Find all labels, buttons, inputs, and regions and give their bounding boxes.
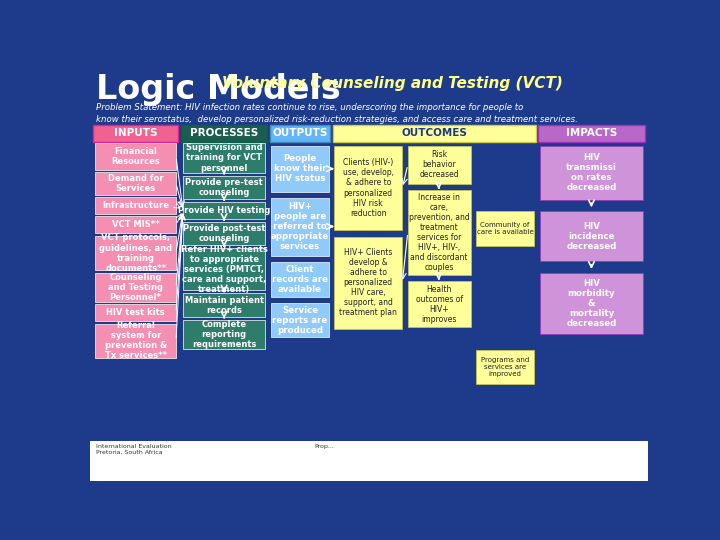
Text: Prop...: Prop... xyxy=(315,444,335,449)
FancyBboxPatch shape xyxy=(183,320,265,349)
Text: IMPACTS: IMPACTS xyxy=(566,129,617,138)
FancyBboxPatch shape xyxy=(333,125,536,142)
Text: Client
records are
available: Client records are available xyxy=(272,265,328,294)
FancyBboxPatch shape xyxy=(540,273,642,334)
FancyBboxPatch shape xyxy=(408,146,471,184)
FancyBboxPatch shape xyxy=(183,176,265,199)
Text: Demand for
Services: Demand for Services xyxy=(108,174,163,193)
FancyBboxPatch shape xyxy=(334,237,402,329)
FancyBboxPatch shape xyxy=(538,125,645,142)
FancyBboxPatch shape xyxy=(183,143,265,173)
Text: OUTCOMES: OUTCOMES xyxy=(401,129,467,138)
Text: Risk
behavior
decreased: Risk behavior decreased xyxy=(419,150,459,179)
Text: Infrastructure: Infrastructure xyxy=(102,201,169,210)
Text: OUTPUTS: OUTPUTS xyxy=(272,129,328,138)
Text: Pretoria, South Africa: Pretoria, South Africa xyxy=(96,450,163,455)
FancyBboxPatch shape xyxy=(96,323,176,358)
Text: Voluntary Counseling and Testing (VCT): Voluntary Counseling and Testing (VCT) xyxy=(222,76,563,91)
Text: Increase in
care,
prevention, and
treatment
services for
HIV+, HIV-,
and discord: Increase in care, prevention, and treatm… xyxy=(409,193,469,272)
Text: VCT MIS**: VCT MIS** xyxy=(112,220,160,230)
Text: Programs and
services are
improved: Programs and services are improved xyxy=(481,357,529,377)
FancyBboxPatch shape xyxy=(183,294,265,316)
FancyBboxPatch shape xyxy=(408,190,471,275)
Text: Supervision and
training for VCT
personnel: Supervision and training for VCT personn… xyxy=(186,144,262,172)
FancyBboxPatch shape xyxy=(181,125,267,142)
FancyBboxPatch shape xyxy=(476,350,534,384)
Bar xyxy=(90,441,648,481)
FancyBboxPatch shape xyxy=(96,304,176,321)
Text: International Evaluation: International Evaluation xyxy=(96,444,172,449)
Text: HIV test kits: HIV test kits xyxy=(107,308,165,317)
FancyBboxPatch shape xyxy=(540,211,642,261)
Text: HIV+
people are
referred to
appropriate
services: HIV+ people are referred to appropriate … xyxy=(271,202,329,252)
Text: HIV
transmissi
on rates
decreased: HIV transmissi on rates decreased xyxy=(566,153,617,192)
FancyBboxPatch shape xyxy=(96,197,176,214)
FancyBboxPatch shape xyxy=(183,248,265,291)
Text: Refer HIV+ clients
to appropriate
services (PMTCT,
care and support,
treatment): Refer HIV+ clients to appropriate servic… xyxy=(181,245,268,294)
FancyBboxPatch shape xyxy=(540,146,642,200)
Text: HIV
morbidity
&
mortality
decreased: HIV morbidity & mortality decreased xyxy=(567,279,616,328)
FancyBboxPatch shape xyxy=(96,143,176,170)
Text: Provide post-test
counseling: Provide post-test counseling xyxy=(183,224,266,243)
FancyBboxPatch shape xyxy=(334,146,402,231)
FancyBboxPatch shape xyxy=(96,217,176,233)
Text: Health
outcomes of
HIV+
improves: Health outcomes of HIV+ improves xyxy=(415,285,463,324)
Text: Provide HIV testing: Provide HIV testing xyxy=(178,206,270,215)
Text: Referral
system for
prevention &
Tx services**: Referral system for prevention & Tx serv… xyxy=(104,321,167,360)
FancyBboxPatch shape xyxy=(96,172,176,195)
Text: Problem Statement: HIV infection rates continue to rise, underscoring the import: Problem Statement: HIV infection rates c… xyxy=(96,103,578,124)
Text: Logic Models: Logic Models xyxy=(96,72,341,105)
FancyBboxPatch shape xyxy=(93,125,179,142)
Text: INPUTS: INPUTS xyxy=(114,129,158,138)
Text: Service
reports are
produced: Service reports are produced xyxy=(272,306,328,335)
Text: Complete
reporting
requirements: Complete reporting requirements xyxy=(192,320,256,349)
Text: Community of
care is available: Community of care is available xyxy=(477,222,534,235)
FancyBboxPatch shape xyxy=(271,146,329,192)
FancyBboxPatch shape xyxy=(96,236,176,271)
FancyBboxPatch shape xyxy=(476,211,534,246)
FancyBboxPatch shape xyxy=(96,273,176,302)
Text: PROCESSES: PROCESSES xyxy=(190,129,258,138)
FancyBboxPatch shape xyxy=(183,222,265,245)
Text: Provide pre-test
counseling: Provide pre-test counseling xyxy=(185,178,263,197)
FancyBboxPatch shape xyxy=(271,303,329,338)
Text: Maintain patient
records: Maintain patient records xyxy=(184,295,264,315)
FancyBboxPatch shape xyxy=(408,281,471,327)
Text: HIV
incidence
decreased: HIV incidence decreased xyxy=(567,221,616,251)
Text: People
know their
HIV status: People know their HIV status xyxy=(274,154,326,183)
FancyBboxPatch shape xyxy=(270,125,330,142)
Text: VCT protocols,
guidelines, and
training
documents**: VCT protocols, guidelines, and training … xyxy=(99,233,172,273)
FancyBboxPatch shape xyxy=(271,262,329,296)
Text: HIV+ Clients
develop &
adhere to
personalized
HIV care,
support, and
treatment p: HIV+ Clients develop & adhere to persona… xyxy=(339,248,397,318)
Text: Clients (HIV-)
use, develop,
& adhere to
personalized
HIV risk
reduction: Clients (HIV-) use, develop, & adhere to… xyxy=(343,158,394,218)
FancyBboxPatch shape xyxy=(271,198,329,256)
Text: Counseling
and Testing
Personnel*: Counseling and Testing Personnel* xyxy=(108,273,163,302)
Text: Financial
Resources: Financial Resources xyxy=(112,147,160,166)
FancyBboxPatch shape xyxy=(183,202,265,219)
